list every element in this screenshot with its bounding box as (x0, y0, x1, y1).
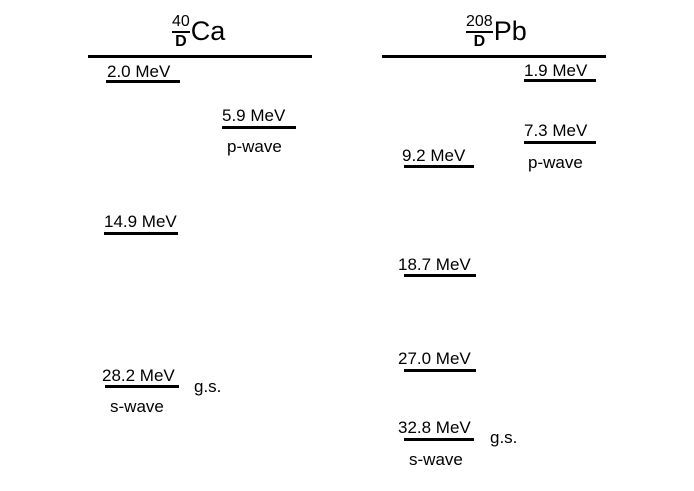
partial-wave-label: p-wave (528, 153, 583, 172)
energy-level-line (404, 369, 476, 372)
energy-level-line (524, 79, 596, 82)
antideuteron-symbol: D (172, 31, 190, 50)
level-energy-label: 1.9 MeV (524, 61, 588, 80)
energy-level-line (524, 141, 596, 144)
energy-level-line (106, 80, 180, 83)
level-energy-label: 5.9 MeV (222, 106, 286, 125)
partial-wave-label: s-wave (409, 450, 463, 469)
antideuteron-symbol: D (466, 31, 493, 50)
level-energy-label: 2.0 MeV (107, 62, 171, 81)
ground-state-label: g.s. (194, 377, 222, 396)
energy-level-line (105, 385, 179, 388)
header-rule-ca40 (88, 55, 312, 58)
level-energy-label: 18.7 MeV (398, 255, 471, 274)
isotope-prefix: 208 D (466, 14, 493, 50)
mass-number: 208 (466, 13, 493, 30)
isotope-prefix: 40 D (172, 14, 190, 50)
ground-state-label: g.s. (490, 428, 518, 447)
energy-level-line (222, 126, 296, 129)
title-pb208: 208 D Pb (466, 14, 527, 50)
title-ca40: 40 D Ca (172, 14, 225, 50)
level-energy-label: 14.9 MeV (104, 212, 177, 231)
level-energy-label: 9.2 MeV (402, 146, 466, 165)
energy-level-line (404, 438, 474, 441)
level-energy-label: 7.3 MeV (524, 121, 588, 140)
header-rule-pb208 (382, 55, 606, 58)
energy-level-line (404, 165, 474, 168)
partial-wave-label: p-wave (227, 137, 282, 156)
element-symbol: Pb (493, 16, 527, 46)
energy-level-line (404, 274, 476, 277)
level-energy-label: 32.8 MeV (398, 418, 471, 437)
element-symbol: Ca (190, 16, 226, 46)
level-energy-label: 28.2 MeV (102, 366, 175, 385)
partial-wave-label: s-wave (110, 397, 164, 416)
level-energy-label: 27.0 MeV (398, 349, 471, 368)
energy-level-line (104, 232, 178, 235)
mass-number: 40 (172, 13, 190, 30)
